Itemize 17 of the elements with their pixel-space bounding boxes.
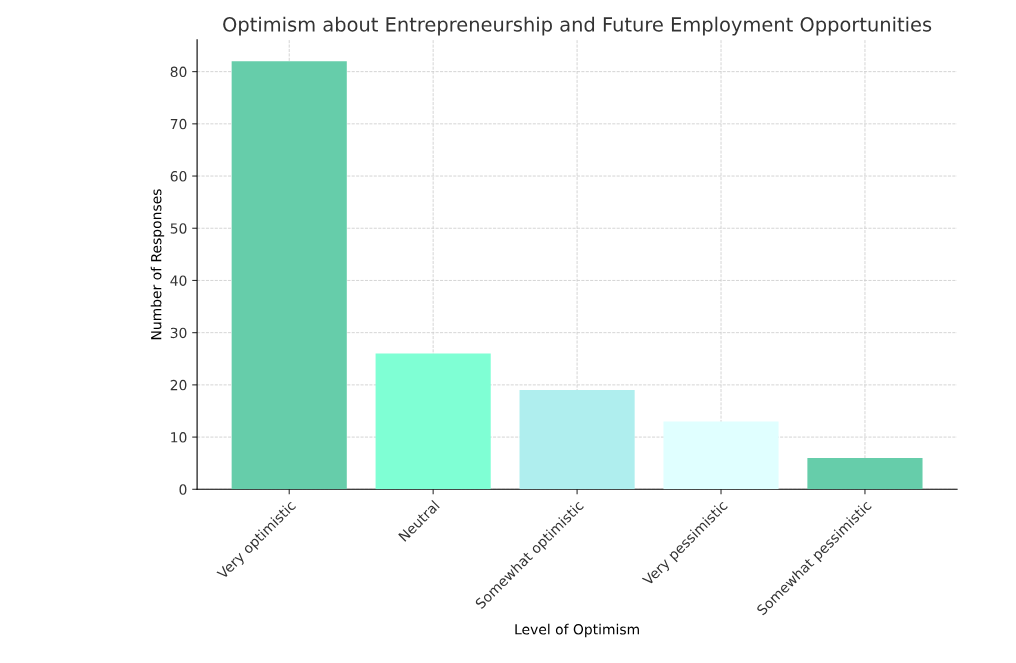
y-tick-label: 10 — [171, 432, 187, 443]
bar — [375, 353, 491, 490]
bar — [231, 61, 347, 490]
chart-title: Optimism about Entrepreneurship and Future Employment Opportunities — [223, 16, 932, 36]
bar — [519, 390, 635, 490]
y-tick-label: 30 — [170, 327, 187, 339]
bar — [807, 457, 923, 490]
y-tick-label: 50 — [170, 223, 187, 234]
y-tick-label: 20 — [170, 379, 187, 391]
y-tick-label: 70 — [170, 118, 187, 130]
y-axis-title: Number of Responses — [150, 189, 165, 340]
y-tick-label: 40 — [170, 275, 187, 286]
y-tick-label: 0 — [179, 484, 187, 495]
y-tick-label: 60 — [170, 171, 187, 182]
y-tick-label: 80 — [170, 66, 187, 78]
bar — [663, 421, 779, 490]
x-axis-title: Level of Optimism — [515, 623, 639, 638]
